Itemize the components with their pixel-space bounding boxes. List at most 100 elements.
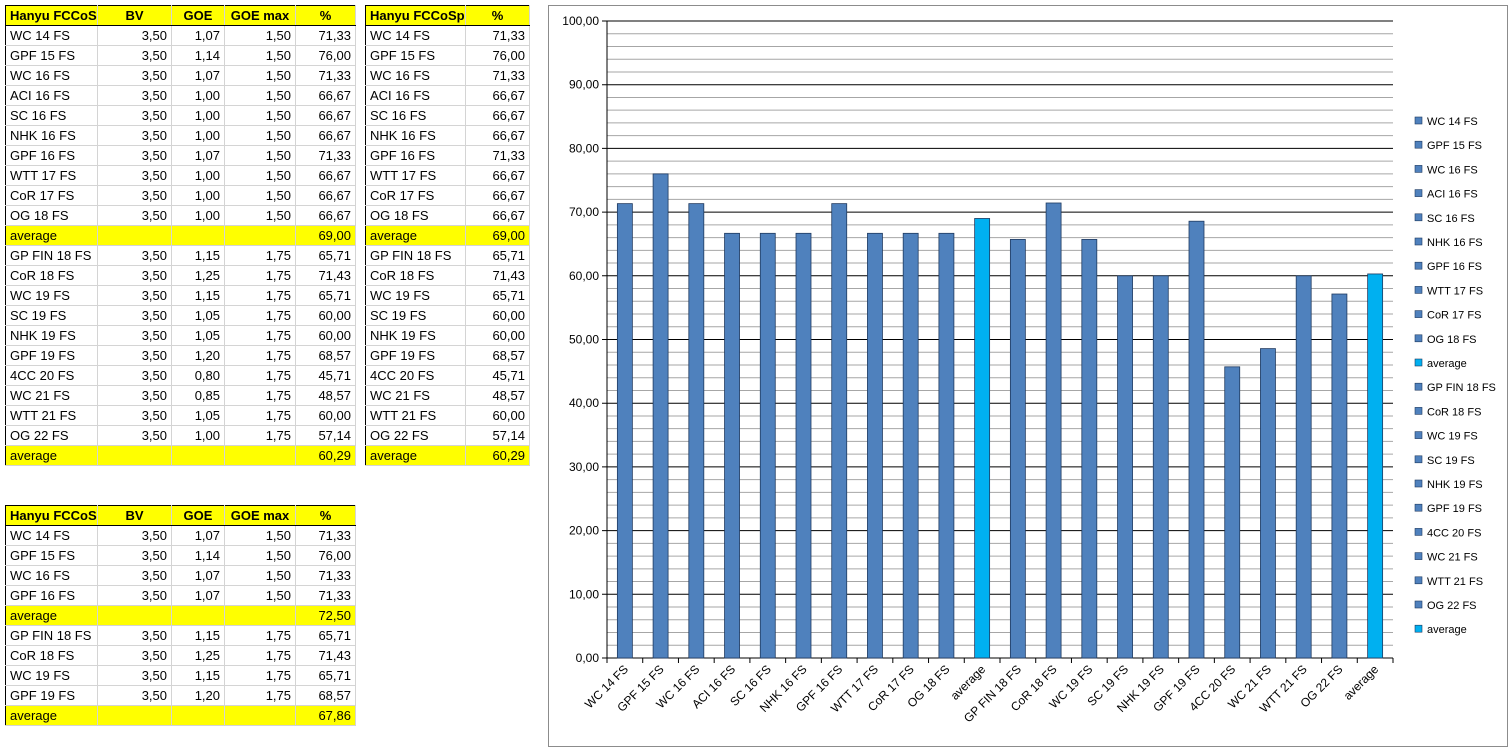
table-row: WTT 17 FS 66,67 [365,165,530,186]
legend-swatch [1414,165,1423,173]
value-cell: 60,00 [295,305,356,326]
value-cell: 0,85 [171,385,225,406]
value-cell: 76,00 [465,45,530,66]
value-cell: 3,50 [97,145,172,166]
empty-cell [171,225,225,246]
value-cell: 3,50 [97,345,172,366]
value-cell: 3,50 [97,305,172,326]
value-cell: 65,71 [295,285,356,306]
table-row: WC 21 FS 3,50 0,85 1,75 48,57 [5,385,356,406]
table-row: GPF 19 FS 3,50 1,20 1,75 68,57 [5,345,356,366]
value-cell: 3,50 [97,625,172,646]
table-row: WC 14 FS 71,33 [365,25,530,46]
y-tick-label: 100,00 [562,14,599,28]
table-row: WC 19 FS 65,71 [365,285,530,306]
table-header-row: Hanyu FCCoSp BV GOE GOE max% [5,505,356,526]
value-cell: 66,67 [295,105,356,126]
value-cell: 3,50 [97,125,172,146]
legend-entry: WTT 21 FS [1427,576,1483,588]
value-cell: 1,50 [224,65,296,86]
value-cell: 65,71 [295,245,356,266]
bar [759,232,776,659]
value-cell: 66,67 [295,85,356,106]
table-row: GPF 16 FS 3,50 1,07 1,50 71,33 [5,585,356,606]
event-cell: WC 14 FS [365,25,466,46]
legend-swatch [1414,600,1423,609]
y-tick-label: 80,00 [569,141,599,155]
table-header-row: Hanyu FCCoSp% [365,5,530,26]
value-cell: 1,25 [171,645,225,666]
legend-swatch [1414,528,1423,536]
legend-swatch [1414,552,1423,560]
value-cell: 3,50 [97,585,172,606]
event-cell: WC 16 FS [365,65,466,86]
event-cell: WC 16 FS [5,65,98,86]
event-cell: SC 19 FS [5,305,98,326]
value-cell: 1,07 [171,525,225,546]
legend-swatch [1414,407,1423,415]
value-cell: 1,75 [224,625,296,646]
table-row: GPF 15 FS 3,50 1,14 1,50 76,00 [5,45,356,66]
value-cell: 60,00 [465,305,530,326]
value-cell: 66,67 [465,185,530,206]
table-row: GPF 15 FS 76,00 [365,45,530,66]
legend-entry: CoR 18 FS [1427,406,1481,418]
y-tick-label: 60,00 [569,269,599,283]
event-cell: WC 19 FS [5,665,98,686]
stats-table-selected: Hanyu FCCoSp BV GOE GOE max% WC 14 FS 3,50 1,0… [5,505,356,726]
value-cell: 1,75 [224,425,296,446]
bar [974,218,991,659]
table-row: CoR 18 FS 3,50 1,25 1,75 71,43 [5,645,356,666]
value-cell: 1,14 [171,45,225,66]
value-cell: 66,67 [295,165,356,186]
empty-cell [224,705,296,726]
value-cell: 3,50 [97,665,172,686]
bar [1045,202,1062,659]
value-cell: 1,75 [224,305,296,326]
value-cell: 71,43 [295,645,356,666]
bar [1117,275,1133,659]
value-cell: 71,33 [295,565,356,586]
value-cell: 1,07 [171,65,225,86]
event-cell: GPF 16 FS [5,145,98,166]
empty-cell [224,605,296,626]
table-row: WC 19 FS 3,50 1,15 1,75 65,71 [5,285,356,306]
bar [1152,275,1169,659]
average-value: 72,50 [295,605,356,626]
value-cell: 1,15 [171,665,225,686]
table-row: WC 14 FS 3,50 1,07 1,50 71,33 [5,525,356,546]
average-row: average 69,00 [5,225,356,246]
value-cell: 3,50 [97,405,172,426]
value-cell: 60,00 [295,405,356,426]
legend-entry: WTT 17 FS [1427,285,1483,297]
bar [1081,239,1098,659]
legend-entry: NHK 19 FS [1427,479,1483,491]
legend-swatch [1414,286,1423,294]
event-cell: GP FIN 18 FS [365,245,466,266]
average-label: average [5,445,98,466]
legend-swatch [1414,431,1423,439]
value-cell: 1,00 [171,205,225,226]
legend-swatch [1414,261,1423,270]
average-value: 69,00 [295,225,356,246]
value-cell: 1,50 [224,145,296,166]
empty-cell [97,705,172,726]
value-cell: 1,75 [224,345,296,366]
event-cell: GPF 19 FS [5,685,98,706]
event-cell: GPF 16 FS [5,585,98,606]
value-cell: 48,57 [465,385,530,406]
average-value: 69,00 [465,225,530,246]
empty-cell [97,225,172,246]
table-row: GPF 16 FS 3,50 1,07 1,50 71,33 [5,145,356,166]
legend-entry: WC 14 FS [1427,116,1478,128]
value-cell: 1,00 [171,85,225,106]
empty-cell [171,705,225,726]
average-row: average 67,86 [5,705,356,726]
y-tick-label: 40,00 [569,396,599,410]
table-row: CoR 17 FS 3,50 1,00 1,50 66,67 [5,185,356,206]
event-cell: WTT 21 FS [365,405,466,426]
event-cell: ACI 16 FS [365,85,466,106]
column-header: GOE [171,505,225,526]
legend-swatch [1414,140,1423,149]
average-label: average [5,225,98,246]
